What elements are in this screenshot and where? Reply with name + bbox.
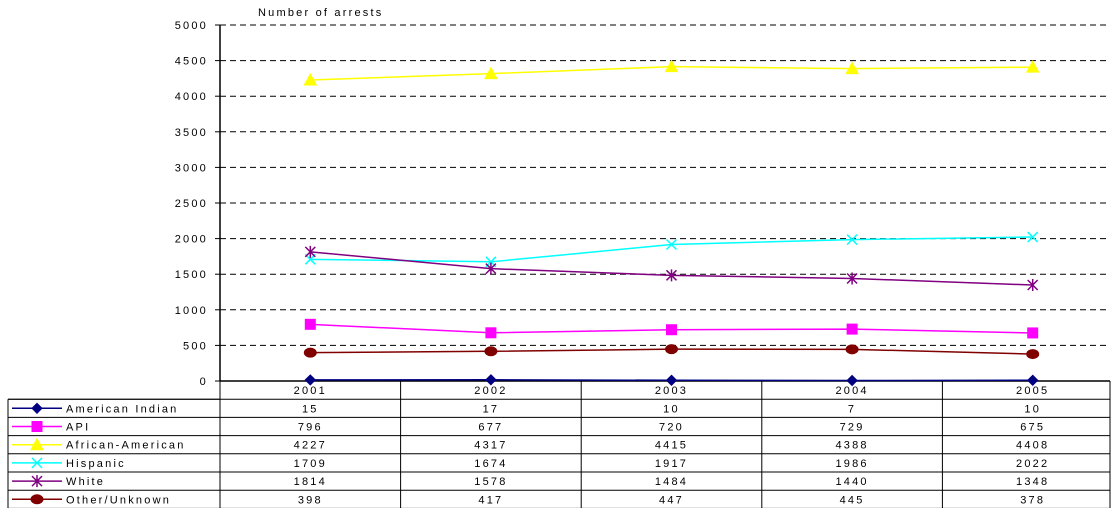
legend-label: American Indian — [66, 403, 179, 415]
y-tick-label: 2500 — [175, 198, 208, 210]
data-label: 445 — [840, 494, 865, 506]
y-tick-label: 4500 — [175, 56, 208, 68]
data-point — [845, 344, 859, 355]
data-point — [1026, 349, 1040, 360]
data-label: 17 — [483, 403, 500, 415]
data-label: 398 — [298, 494, 323, 506]
legend-key-marker — [30, 437, 44, 451]
y-tick-label: 500 — [183, 340, 208, 352]
data-point — [1027, 231, 1039, 243]
data-point — [1026, 374, 1039, 386]
x-category-label: 2001 — [294, 385, 327, 397]
data-label: 4227 — [294, 440, 327, 452]
data-label: 720 — [659, 422, 684, 434]
data-label: 15 — [302, 403, 319, 415]
data-label: 729 — [840, 422, 865, 434]
data-label: 378 — [1020, 494, 1045, 506]
data-label: 1440 — [835, 476, 868, 488]
data-label: 1709 — [294, 458, 327, 470]
data-point — [303, 72, 318, 86]
y-tick-label: 2000 — [175, 234, 208, 246]
legend-label: Hispanic — [66, 458, 126, 470]
data-label: 417 — [478, 494, 503, 506]
legend-key-marker — [30, 494, 44, 505]
data-point — [485, 327, 497, 339]
series-line — [310, 236, 1033, 263]
y-axis-label: Number of arrests — [258, 7, 383, 19]
data-point — [665, 344, 678, 355]
y-tick-label: 3000 — [175, 162, 208, 174]
data-label: 1814 — [294, 476, 327, 488]
axes: 0 500 1000 1500 2000 2500 3000 3500 4000 4500 5000 — [175, 20, 1110, 388]
data-point — [665, 374, 678, 386]
data-point — [485, 262, 497, 275]
data-point — [1025, 60, 1040, 73]
data-label: 1917 — [655, 458, 688, 470]
data-label: 1986 — [835, 458, 868, 470]
legend-key-marker — [31, 475, 43, 488]
data-point — [485, 374, 497, 386]
data-label: 796 — [298, 422, 323, 434]
data-label: 4408 — [1016, 440, 1049, 452]
data-point — [1027, 327, 1039, 339]
data-point — [484, 66, 498, 80]
x-category-label: 2002 — [474, 385, 507, 397]
y-tick-label: 3500 — [175, 127, 208, 139]
x-category-label: 2003 — [655, 385, 688, 397]
data-point — [665, 269, 678, 282]
legend-label: African-American — [66, 440, 186, 452]
series-lines — [303, 59, 1040, 387]
data-point — [304, 318, 316, 330]
legend-label: White — [66, 476, 105, 488]
legend-label: Other/Unknown — [66, 494, 171, 506]
data-point — [303, 347, 317, 358]
y-tick-label: 0 — [200, 376, 208, 388]
grid-lines — [220, 24, 1110, 346]
y-tick-label: 4000 — [175, 91, 208, 103]
data-point — [484, 346, 498, 357]
data-point — [664, 59, 679, 73]
data-label: 4317 — [474, 440, 507, 452]
data-label: 677 — [478, 422, 503, 434]
data-label: 7 — [848, 403, 856, 415]
data-point — [666, 324, 677, 336]
data-label: 1674 — [474, 458, 507, 470]
data-table: 2001 2002 2003 2004 2005 American Indian 15 17 1… — [7, 381, 1111, 508]
legend-key-marker — [31, 457, 43, 469]
data-label: 1484 — [655, 476, 688, 488]
y-tick-label: 5000 — [175, 20, 208, 32]
data-label: 10 — [663, 403, 680, 415]
data-point — [846, 374, 858, 387]
data-point — [665, 238, 678, 251]
data-label: 10 — [1024, 403, 1041, 415]
legend-key-marker — [31, 421, 43, 432]
data-label: 1348 — [1016, 476, 1049, 488]
legend-key-marker — [31, 402, 43, 415]
x-category-label: 2004 — [835, 385, 868, 397]
data-label: 1578 — [474, 476, 507, 488]
data-point — [304, 245, 316, 258]
data-point — [846, 323, 858, 335]
data-point — [846, 234, 858, 246]
data-label: 4388 — [835, 440, 868, 452]
legend-label: API — [66, 422, 90, 434]
data-point — [846, 272, 858, 285]
data-point — [1027, 279, 1039, 292]
data-label: 447 — [659, 494, 684, 506]
y-tick-label: 1500 — [175, 269, 208, 281]
data-point — [845, 61, 859, 75]
data-label: 675 — [1020, 422, 1045, 434]
x-category-label: 2005 — [1016, 385, 1049, 397]
data-label: 4415 — [655, 440, 688, 452]
data-label: 2022 — [1016, 458, 1049, 470]
y-tick-label: 1000 — [175, 305, 208, 317]
data-point — [304, 374, 317, 386]
